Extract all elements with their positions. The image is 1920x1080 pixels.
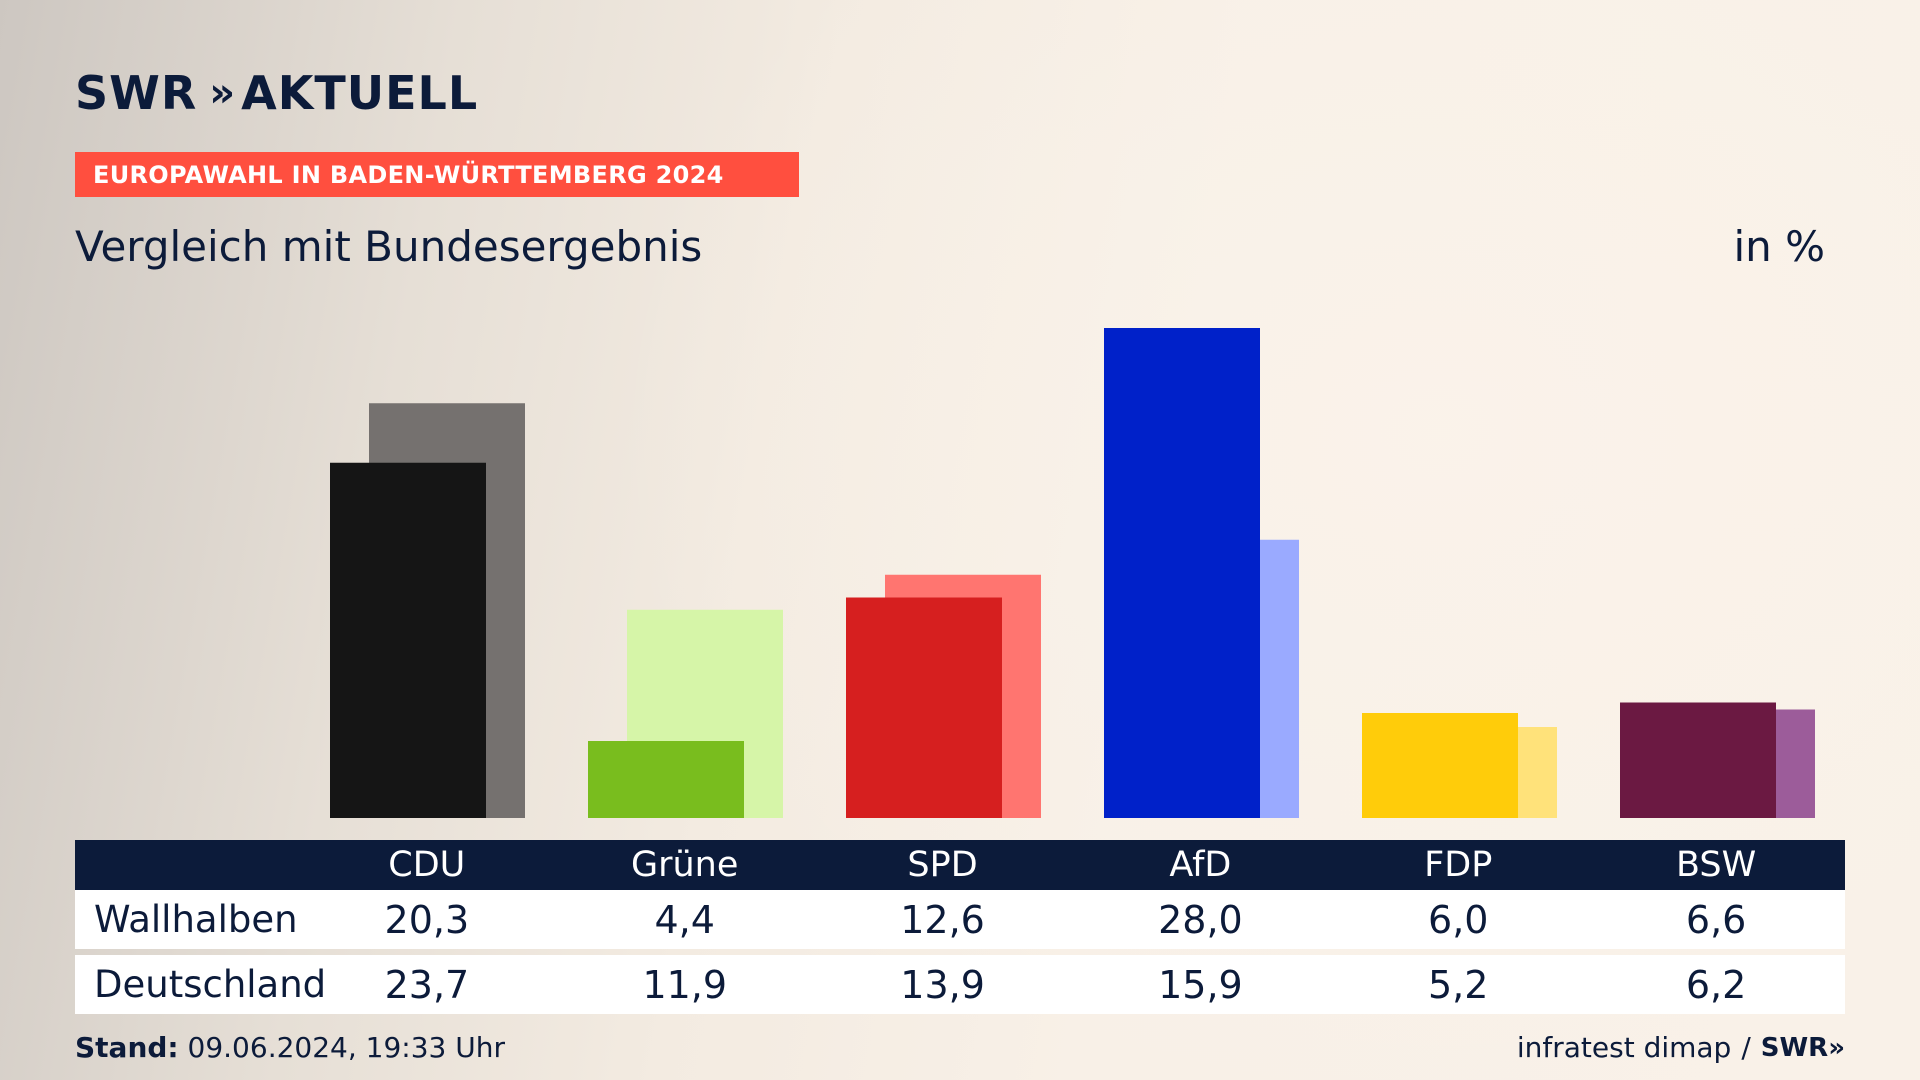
value-cell: 6,0 bbox=[1428, 897, 1489, 942]
table-row: Wallhalben 20,3 4,4 12,6 28,0 6,0 6,6 bbox=[75, 890, 1845, 949]
table-row: Deutschland 23,7 11,9 13,9 15,9 5,2 6,2 bbox=[75, 955, 1845, 1014]
table-header: CDU Grüne SPD AfD FDP BSW bbox=[75, 840, 1845, 890]
bar-wallhalben-afd bbox=[1104, 328, 1260, 818]
election-banner: EUROPAWAHL IN BADEN-WÜRTTEMBERG 2024 bbox=[75, 152, 799, 197]
value-cell: 20,3 bbox=[384, 897, 470, 942]
value-cell: 5,2 bbox=[1428, 962, 1489, 1007]
timestamp: Stand: 09.06.2024, 19:33 Uhr bbox=[75, 1031, 505, 1064]
source-text: infratest dimap bbox=[1516, 1031, 1732, 1064]
source-credit: infratest dimap / SWR» bbox=[1517, 1031, 1845, 1064]
logo-swr-text: SWR bbox=[75, 66, 198, 120]
results-table: CDU Grüne SPD AfD FDP BSW Wallhalben 20,3 4,4 12… bbox=[75, 840, 1845, 1014]
bar-wallhalben-fdp bbox=[1362, 713, 1518, 818]
swr-mini-logo: SWR» bbox=[1760, 1032, 1845, 1063]
value-cell: 28,0 bbox=[1158, 897, 1243, 942]
bar-wallhalben-cdu bbox=[330, 462, 486, 818]
chart-subtitle: Vergleich mit Bundesergebnis bbox=[75, 222, 703, 271]
bar-wallhalben-bsw bbox=[1620, 702, 1776, 818]
bar-wallhalben-gruene bbox=[588, 741, 744, 818]
column-header-gruene: Grüne bbox=[630, 845, 739, 885]
unit-label: in % bbox=[1733, 222, 1825, 271]
column-header-spd: SPD bbox=[907, 845, 978, 885]
column-header-cdu: CDU bbox=[388, 845, 466, 885]
value-cell: 15,9 bbox=[1158, 962, 1243, 1007]
value-cell: 6,6 bbox=[1685, 897, 1747, 942]
swr-aktuell-logo: SWR» AKTUELL bbox=[75, 66, 478, 120]
column-header-fdp: FDP bbox=[1424, 845, 1493, 885]
logo-aktuell-text: AKTUELL bbox=[241, 66, 479, 120]
stand-value: 09.06.2024, 19:33 Uhr bbox=[187, 1031, 505, 1064]
row-label: Deutschland bbox=[94, 963, 327, 1006]
row-label: Wallhalben bbox=[94, 898, 298, 941]
column-header-afd: AfD bbox=[1169, 845, 1232, 885]
bar-chart bbox=[330, 328, 1815, 818]
value-cell: 6,2 bbox=[1685, 962, 1747, 1007]
table-body: Wallhalben 20,3 4,4 12,6 28,0 6,0 6,6 Deutschla… bbox=[75, 890, 1845, 1014]
stand-label: Stand: bbox=[75, 1031, 179, 1064]
source-separator: / bbox=[1741, 1031, 1751, 1064]
value-cell: 4,4 bbox=[654, 897, 715, 942]
column-header-bsw: BSW bbox=[1675, 845, 1757, 885]
value-cell: 23,7 bbox=[384, 962, 470, 1007]
value-cell: 13,9 bbox=[900, 962, 985, 1007]
bar-wallhalben-spd bbox=[846, 597, 1002, 818]
value-cell: 12,6 bbox=[900, 897, 985, 942]
value-cell: 11,9 bbox=[642, 962, 728, 1007]
